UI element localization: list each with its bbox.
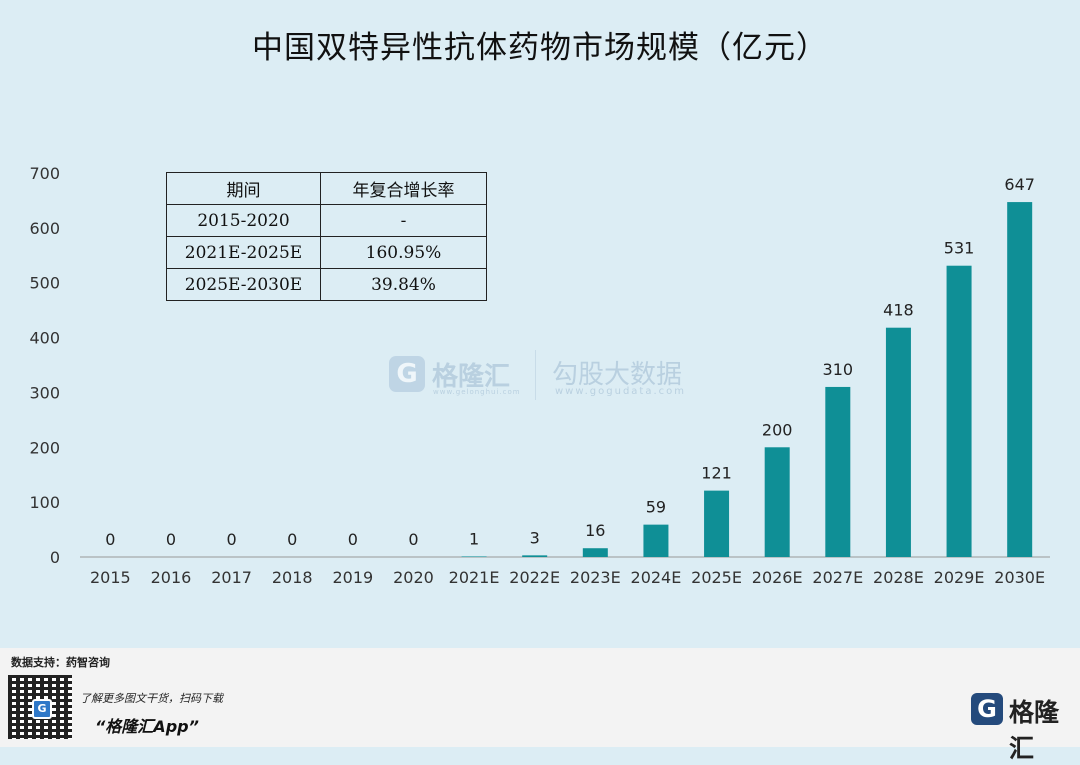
x-tick-label: 2021E <box>449 568 500 587</box>
x-tick-label: 2016 <box>151 568 192 587</box>
footer: 数据支持：药智咨询 G 了解更多图文干货，扫码下载 “格隆汇App” G 格隆汇 <box>0 648 1080 763</box>
y-tick-label: 500 <box>29 274 60 293</box>
data-label: 418 <box>883 301 914 320</box>
x-tick-label: 2017 <box>211 568 252 587</box>
table-row: 2025E-2030E 39.84% <box>166 268 487 301</box>
data-label: 531 <box>944 239 975 258</box>
data-label: 59 <box>646 498 666 517</box>
y-tick-label: 600 <box>29 219 60 238</box>
data-label: 121 <box>701 464 732 483</box>
data-label: 0 <box>166 530 176 549</box>
y-axis: 0 100 200 300 400 500 600 700 <box>29 164 60 567</box>
cagr-cell: 160.95% <box>320 236 487 269</box>
qr-center-logo: G <box>32 699 52 719</box>
x-tick-label: 2018 <box>272 568 313 587</box>
x-tick-label: 2026E <box>752 568 803 587</box>
header-cagr: 年复合增长率 <box>320 172 487 205</box>
qr-code-icon[interactable]: G <box>8 675 72 739</box>
chart-title: 中国双特异性抗体药物市场规模（亿元） <box>252 30 828 66</box>
x-tick-label: 2022E <box>509 568 560 587</box>
cagr-cell: 39.84% <box>320 268 487 301</box>
x-tick-label: 2019 <box>332 568 373 587</box>
data-label: 0 <box>226 530 236 549</box>
bar <box>764 447 790 557</box>
y-tick-label: 700 <box>29 164 60 183</box>
table-row: 2015-2020 - <box>166 204 487 237</box>
gelonghui-logo-icon: G <box>389 356 425 392</box>
cagr-table: 期间 年复合增长率 2015-2020 - 2021E-2025E 160.95… <box>166 172 487 301</box>
bar <box>582 548 608 557</box>
data-label: 0 <box>348 530 358 549</box>
bar <box>643 524 669 557</box>
period-cell: 2021E-2025E <box>166 236 321 269</box>
data-label: 16 <box>585 521 605 540</box>
x-tick-label: 2015 <box>90 568 131 587</box>
bars: 0 0 0 0 0 0 1 3 16 59 121 200 310 418 531 647 <box>105 175 1035 557</box>
promo-text: 了解更多图文干货，扫码下载 <box>80 692 223 705</box>
data-label: 3 <box>530 528 540 547</box>
watermark: G 格隆汇 www.gelonghui.com 勾股大数据 www.goguda… <box>385 350 705 402</box>
watermark-name: 格隆汇 <box>432 362 511 392</box>
y-tick-label: 300 <box>29 383 60 402</box>
x-tick-label: 2030E <box>994 568 1045 587</box>
header-period: 期间 <box>166 172 321 205</box>
x-axis: 2015 2016 2017 2018 2019 2020 2021E 2022E 2023E 2… <box>90 568 1045 587</box>
watermark-url-2: www.gogudata.com <box>555 386 687 397</box>
period-cell: 2015-2020 <box>166 204 321 237</box>
bar <box>1007 202 1033 557</box>
y-tick-label: 100 <box>29 493 60 512</box>
gelonghui-logo-icon: G <box>971 693 1003 725</box>
watermark-name-2: 勾股大数据 <box>552 360 683 390</box>
data-label: 0 <box>287 530 297 549</box>
x-tick-label: 2020 <box>393 568 434 587</box>
data-label: 0 <box>408 530 418 549</box>
x-tick-label: 2027E <box>812 568 863 587</box>
y-tick-label: 200 <box>29 438 60 457</box>
data-label: 310 <box>823 360 854 379</box>
data-label: 0 <box>105 530 115 549</box>
x-tick-label: 2029E <box>934 568 985 587</box>
y-tick-label: 400 <box>29 329 60 348</box>
y-tick-label: 0 <box>50 548 60 567</box>
brand-name: 格隆汇 <box>1009 698 1060 763</box>
x-tick-label: 2028E <box>873 568 924 587</box>
watermark-divider <box>535 350 536 400</box>
data-source: 数据支持：药智咨询 <box>11 656 110 669</box>
x-tick-label: 2025E <box>691 568 742 587</box>
x-tick-label: 2023E <box>570 568 621 587</box>
bar-chart: 0 100 200 300 400 500 600 700 0 0 0 0 0 0 1 3 16 59 121 20… <box>29 164 1050 587</box>
data-label: 647 <box>1004 175 1035 194</box>
bar <box>946 265 972 557</box>
period-cell: 2025E-2030E <box>166 268 321 301</box>
table-row: 2021E-2025E 160.95% <box>166 236 487 269</box>
table-header-row: 期间 年复合增长率 <box>166 172 487 205</box>
bar <box>825 386 851 557</box>
bar <box>704 490 730 557</box>
data-label: 1 <box>469 529 479 548</box>
watermark-url: www.gelonghui.com <box>433 388 521 396</box>
bar <box>461 556 487 557</box>
cagr-cell: - <box>320 204 487 237</box>
bar <box>885 327 911 557</box>
bar <box>522 555 548 557</box>
x-tick-label: 2024E <box>631 568 682 587</box>
data-label: 200 <box>762 420 793 439</box>
app-name: “格隆汇App” <box>95 717 199 736</box>
